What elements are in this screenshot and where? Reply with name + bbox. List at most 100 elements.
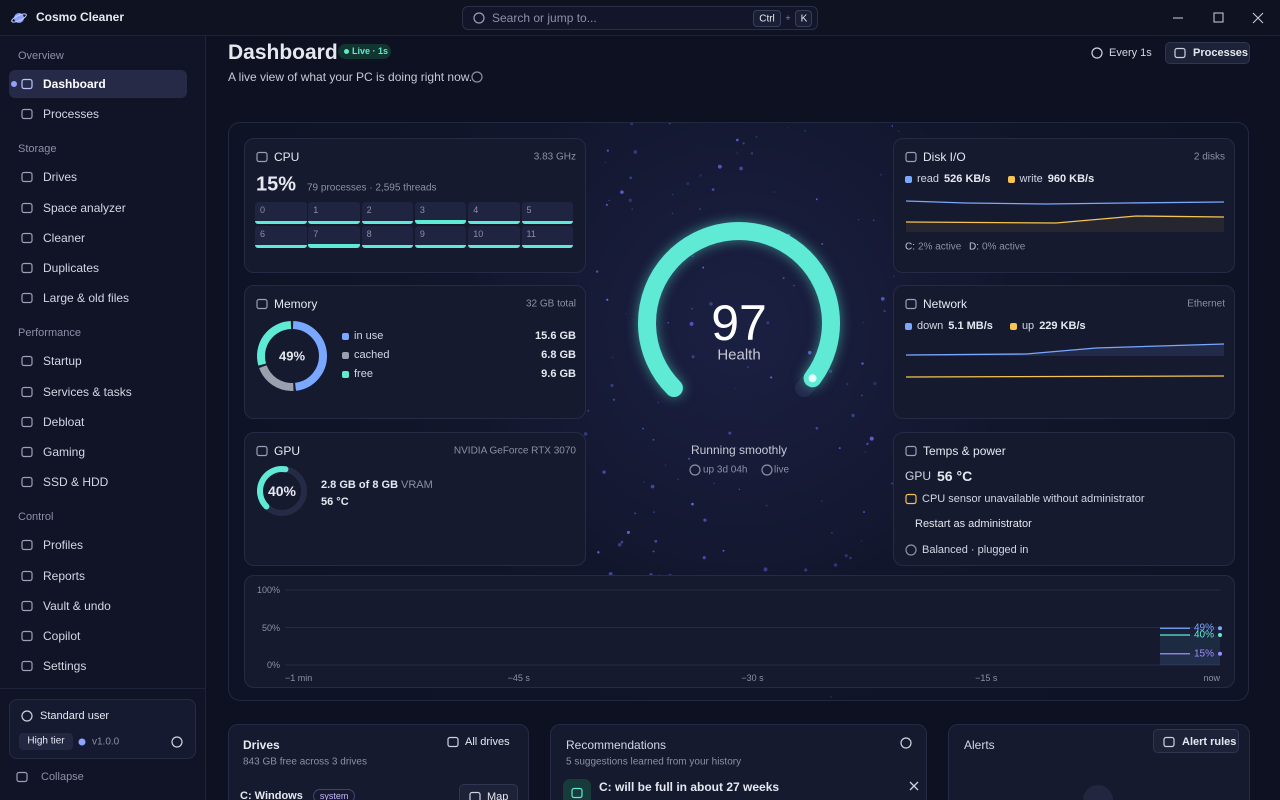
legend-value: 15.6 GB bbox=[535, 330, 576, 342]
all-drives-link[interactable]: All drives bbox=[465, 736, 510, 748]
nav-item[interactable]: SSD & HDD bbox=[9, 468, 187, 496]
drive-name: D: bbox=[969, 241, 979, 253]
donut-segment bbox=[257, 321, 292, 366]
nav-item[interactable]: Services & tasks bbox=[9, 378, 187, 406]
nav-item[interactable]: Gaming bbox=[9, 438, 187, 466]
nav-item[interactable]: Debloat bbox=[9, 408, 187, 436]
icon-shape bbox=[1163, 736, 1175, 748]
swatch bbox=[1009, 322, 1017, 330]
icon bbox=[471, 71, 483, 83]
card-title: Temps & power bbox=[923, 444, 1006, 458]
star bbox=[782, 277, 785, 280]
gpu-usage: 40% bbox=[267, 483, 297, 499]
star bbox=[770, 376, 773, 379]
icon-shape bbox=[256, 445, 268, 457]
series-area bbox=[1160, 653, 1220, 665]
memory-percent: 49% bbox=[278, 348, 306, 364]
core-cell: 0 bbox=[255, 202, 307, 224]
nav-item[interactable]: Large & old files bbox=[9, 284, 187, 312]
divider bbox=[0, 688, 205, 689]
icon bbox=[16, 771, 28, 783]
kbd-plus: + bbox=[785, 13, 791, 23]
health-gauge bbox=[638, 222, 840, 398]
nav-item[interactable]: Reports bbox=[9, 562, 187, 590]
series-area bbox=[1160, 628, 1220, 665]
nav-item[interactable]: Copilot bbox=[9, 622, 187, 650]
icon-shape bbox=[21, 446, 33, 458]
star bbox=[807, 350, 812, 355]
nav-item[interactable]: Startup bbox=[9, 347, 187, 375]
series-area bbox=[1160, 635, 1220, 665]
star bbox=[691, 502, 694, 506]
series-end bbox=[1218, 633, 1222, 637]
refresh-rate[interactable]: Every 1s bbox=[1109, 47, 1152, 59]
icon-shape bbox=[21, 477, 33, 488]
donut-segment bbox=[292, 321, 327, 391]
nav-label: Duplicates bbox=[43, 261, 100, 275]
star bbox=[642, 427, 645, 430]
map-button[interactable]: Map bbox=[459, 784, 518, 800]
y-tick-label: 100% bbox=[256, 585, 280, 595]
icon-shape bbox=[905, 445, 917, 457]
star bbox=[734, 387, 736, 389]
network-card: Network Ethernet down 5.1 MB/s up 229 KB/s bbox=[893, 285, 1235, 419]
tier-badge: High tier bbox=[19, 733, 73, 750]
legend-value: 229 KB/s bbox=[1039, 320, 1086, 332]
restart-button[interactable]: Restart as administrator bbox=[915, 518, 1032, 530]
nav-item[interactable]: Settings bbox=[9, 652, 187, 680]
processes-button[interactable]: Processes bbox=[1165, 42, 1250, 64]
nav-item[interactable]: Cleaner bbox=[9, 224, 187, 252]
icon-shape bbox=[469, 791, 481, 800]
nav-item[interactable]: Drives bbox=[9, 163, 187, 191]
nav-label: Dashboard bbox=[43, 77, 106, 91]
legend-label: up bbox=[1021, 320, 1035, 332]
nav-label: Vault & undo bbox=[43, 598, 111, 613]
alert-rules-button[interactable]: Alert rules bbox=[1153, 729, 1239, 753]
icon bbox=[900, 737, 912, 749]
star bbox=[629, 176, 633, 180]
star bbox=[858, 219, 860, 221]
nav-item[interactable]: Vault & undo bbox=[9, 592, 187, 620]
nav-item[interactable]: Duplicates bbox=[9, 254, 187, 282]
drive-activity: D: 0% active bbox=[969, 242, 1025, 253]
card-title: CPU bbox=[274, 150, 300, 164]
logo bbox=[11, 13, 27, 23]
nav-item[interactable]: Dashboard bbox=[9, 70, 187, 98]
nav-item[interactable]: Space analyzer bbox=[9, 194, 187, 222]
core-bar bbox=[308, 244, 360, 248]
star bbox=[821, 500, 823, 502]
nav-item[interactable]: Profiles bbox=[9, 531, 187, 559]
search-box[interactable]: Search or jump to... Ctrl + K bbox=[462, 6, 818, 30]
star bbox=[608, 199, 610, 201]
star bbox=[626, 530, 630, 534]
drive-tag: system bbox=[312, 789, 356, 800]
nav-item[interactable]: Processes bbox=[9, 100, 187, 128]
icon-shape bbox=[21, 416, 33, 427]
collapse-button[interactable]: Collapse bbox=[9, 764, 129, 790]
nav-label: Drives bbox=[43, 170, 78, 185]
star bbox=[604, 161, 607, 164]
star bbox=[833, 563, 838, 567]
swatch bbox=[905, 322, 912, 330]
recommendation-icon bbox=[563, 779, 591, 800]
icon-shape bbox=[1174, 47, 1186, 59]
dashboard-panel: CPU 3.83 GHz 15% 79 processes · 2,595 threa… bbox=[228, 122, 1249, 701]
icon-shape bbox=[905, 298, 917, 310]
section-title: Performance bbox=[18, 327, 81, 340]
version: v1.0.0 bbox=[92, 736, 120, 748]
memory-card: Memory 32 GB total in use 15.6 GB cached 6.8 … bbox=[244, 285, 586, 419]
core-label: 7 bbox=[313, 229, 319, 239]
icon bbox=[21, 386, 33, 397]
star bbox=[787, 126, 789, 128]
icon bbox=[761, 464, 773, 476]
section-title: Overview bbox=[18, 50, 64, 62]
legend-label: down bbox=[917, 320, 944, 332]
icon bbox=[21, 540, 33, 551]
icon-shape bbox=[256, 151, 268, 163]
legend-value: 5.1 MB/s bbox=[948, 320, 993, 332]
star bbox=[595, 270, 599, 273]
card-title: Drives bbox=[243, 738, 280, 752]
star bbox=[650, 484, 655, 489]
icon-shape bbox=[689, 464, 701, 476]
star bbox=[861, 394, 863, 397]
